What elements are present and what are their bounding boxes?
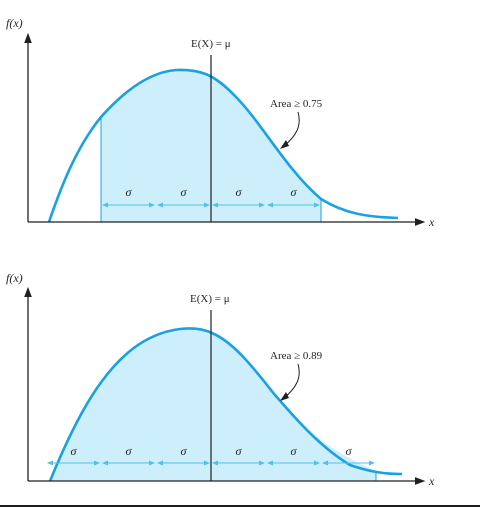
sigma-arrow-head (149, 202, 155, 208)
sigma-arrow-head (322, 460, 328, 466)
sigma-arrow-head (204, 460, 210, 466)
sigma-segment: σ (47, 444, 100, 466)
sigma-label: σ (126, 185, 133, 199)
sigma-label: σ (181, 185, 188, 199)
sigma-arrow-head (314, 460, 320, 466)
sigma-label: σ (236, 444, 243, 458)
sigma-arrow-head (157, 202, 163, 208)
sigma-arrow-head (212, 202, 218, 208)
sigma-arrow-head (267, 202, 273, 208)
sigma-segment: σ (267, 444, 320, 466)
sigma-arrow-head (212, 460, 218, 466)
sigma-segment: σ (322, 444, 375, 466)
sigma-segment: σ (212, 185, 265, 208)
sigma-label: σ (291, 185, 298, 199)
y-axis-label-top: f(x) (6, 16, 23, 30)
sigma-label: σ (291, 444, 298, 458)
x-axis-label-top: x (428, 215, 435, 229)
sigma-label: σ (71, 444, 78, 458)
sigma-segment: σ (157, 444, 210, 466)
density-curve-top (47, 68, 399, 223)
mean-label-bottom: E(X) = μ (190, 293, 230, 305)
sigma-arrow-head (259, 460, 265, 466)
sigma-arrow-head (267, 460, 273, 466)
mean-label-top: E(X) = μ (191, 38, 231, 50)
sigma-arrow-head (157, 460, 163, 466)
sigma-label: σ (181, 444, 188, 458)
sigma-arrow-head (369, 460, 375, 466)
sigma-label: σ (236, 185, 243, 199)
sigma-arrow-head (259, 202, 265, 208)
sigma-arrow-head (102, 202, 108, 208)
sigma-arrow-head (314, 202, 320, 208)
sigma-label: σ (346, 444, 353, 458)
sigma-segment: σ (212, 444, 265, 466)
sigma-segment: σ (102, 185, 155, 208)
sigma-segment: σ (102, 444, 155, 466)
panel-bottom: σ σ σ σ σ σ f(x) x E(X) = μ Area ≥ 0.89 (6, 271, 435, 488)
y-axis-label-bottom: f(x) (6, 271, 23, 285)
sigma-arrow-head (204, 202, 210, 208)
sigma-arrow-head (102, 460, 108, 466)
sigma-label: σ (126, 444, 133, 458)
area-leader-head-bottom (280, 392, 289, 401)
sigma-segment: σ (267, 185, 320, 208)
sigma-arrow-head (149, 460, 155, 466)
area-label-bottom: Area ≥ 0.89 (270, 350, 323, 362)
sigma-arrow-head (47, 460, 53, 466)
sigma-arrow-head (94, 460, 100, 466)
area-label-top: Area ≥ 0.75 (270, 98, 323, 110)
area-leader-head-top (280, 140, 289, 149)
density-curve-bottom (48, 327, 403, 482)
panel-top: σ σ σ σ f(x) x E(X) = μ Area ≥ 0.75 (6, 16, 435, 229)
x-axis-label-bottom: x (428, 474, 435, 488)
sigma-segment: σ (157, 185, 210, 208)
shaded-area-bottom (50, 328, 376, 481)
